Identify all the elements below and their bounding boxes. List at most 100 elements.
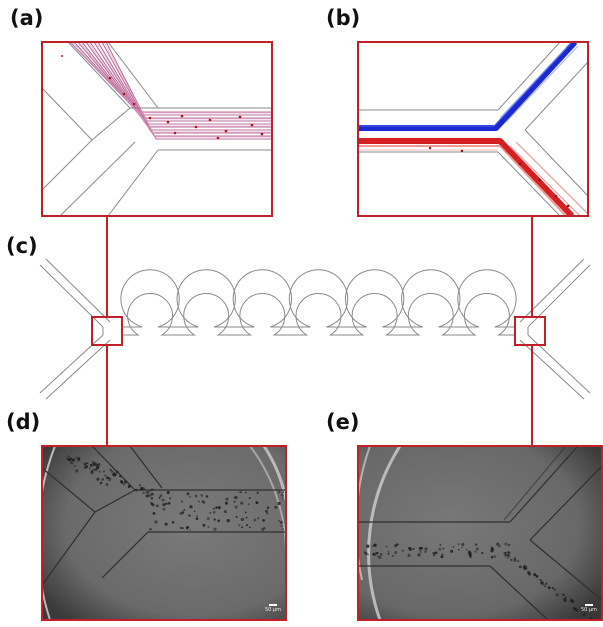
particle-dot [195,517,199,520]
particle-dot [225,497,229,501]
particle-dot [234,495,238,500]
particle-dot [433,554,435,557]
particle-dot [212,507,215,510]
particle-dot [450,549,454,553]
particle-dot [563,597,567,601]
scale-bar-d-label: 50 μm [264,607,281,613]
particle-dot [142,487,146,490]
particle-dot [555,593,559,597]
particle-dot [547,586,551,590]
particle-dot [96,477,100,481]
particle-dot [281,497,284,500]
particle-dot [164,522,168,526]
particle-dot [274,505,278,509]
particle-dot [217,506,221,510]
particle-dot [65,457,69,460]
particle-dot [373,543,377,547]
particle-dot [424,547,428,551]
particle-dot [90,469,94,473]
particle-dot [385,545,388,548]
particle-dot [583,613,586,616]
particle-dot [105,477,108,480]
particle-dot [97,463,101,466]
particle-dot [109,468,112,472]
particle-dot [280,524,283,528]
particle-dot [213,518,216,521]
loop-channel-inner-wall [122,292,515,336]
particle-dot [149,489,152,492]
particle-dot [394,550,398,555]
particle-dot [209,512,212,514]
particle-dot [180,500,184,503]
particle-dot [266,506,270,509]
particle-dot [419,551,422,553]
particle-dot [513,559,517,563]
particle-dot [508,551,511,555]
particle-dot [119,480,123,483]
particle-dot [217,519,221,523]
particle-dot [240,517,245,522]
particle-dot [139,484,142,487]
particle-dot [570,599,574,603]
particle-dot [461,546,463,549]
particle-dot [396,543,399,546]
particle-dot [379,553,383,556]
particle-dot [257,517,260,520]
particle-dot [255,501,259,504]
particle-dot [200,494,203,497]
particle-dot [162,507,166,511]
particle-dot [417,553,421,557]
particle-dot [88,467,91,470]
particle-dot [189,505,193,509]
panel-e-micrograph [358,446,602,620]
particle-dot [366,544,370,548]
particle-dot [264,509,269,513]
particle-dot [280,493,284,497]
particle-dot [72,458,75,462]
frame-e [357,445,603,621]
particle-dot [278,491,281,494]
particle-dot [277,501,281,506]
particle-dot [103,470,105,473]
particle-dot [378,555,382,560]
particle-dot [263,527,266,530]
particle-dot [544,585,547,588]
particle-dot [110,470,114,473]
panel-label-a: (a) [10,6,44,30]
particle-dot [224,501,228,505]
particle-dot [461,542,465,547]
loop-channel-outer-wall [120,269,517,328]
particle-dot [401,549,404,552]
particle-dot [188,495,191,498]
particle-dot [127,485,131,488]
particle-dot [99,481,103,485]
particle-dot [279,520,284,525]
particle-dot [83,466,86,469]
particle-dot [94,461,97,464]
particle-dot [584,611,587,614]
particle-dot [533,573,537,577]
particle-dot [233,500,236,503]
particle-dot [186,492,190,496]
particle-dot [169,497,172,500]
particle-dot [145,495,148,498]
particle-dot [244,491,247,494]
particle-dot [86,462,89,465]
particle-dot [439,543,442,546]
particle-dot [241,526,244,529]
particle-dot [510,558,513,562]
particle-dot [367,553,369,556]
particle-dot [213,527,217,531]
particle-dot [119,475,122,478]
particle-dot [73,465,76,467]
particle-dot [253,518,257,522]
particle-dot [135,488,138,492]
particle-dot [526,570,531,575]
particle-dot [281,528,284,531]
particle-dot [165,502,168,505]
particle-dot [497,544,501,548]
panel-b-simulation [358,42,588,216]
particle-dot [206,517,210,521]
particle-dot [166,491,170,494]
